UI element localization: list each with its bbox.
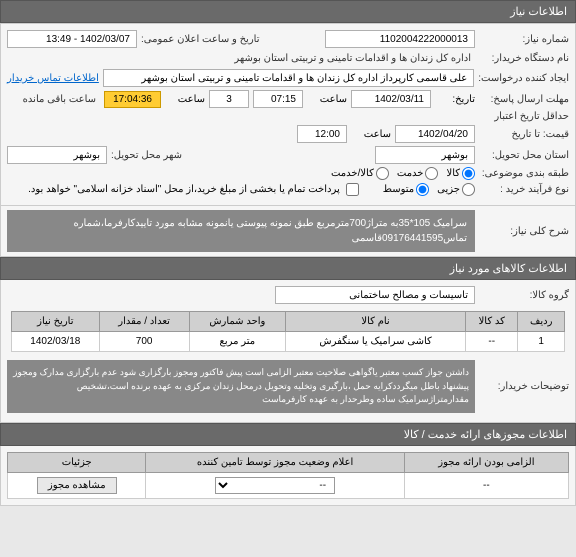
radio-small[interactable]: جزیی [437, 183, 475, 196]
deadline-date: 1402/03/11 [351, 90, 431, 108]
time-label-1: ساعت [307, 94, 347, 105]
permit-th-ops: جزئیات [8, 452, 146, 472]
permits-table: الزامی بودن ارائه مجوز اعلام وضعیت مجوز … [7, 452, 569, 499]
city-label: شهر محل تحویل: [111, 150, 182, 161]
province-value: بوشهر [375, 146, 475, 164]
permit-row: -- -- مشاهده مجوز [8, 472, 569, 498]
category-radio-group: کالا خدمت کالا/خدمت [331, 167, 475, 180]
permit-th-status: اعلام وضعیت مجوز توسط تامین کننده [146, 452, 404, 472]
radio-service[interactable]: خدمت [397, 167, 439, 180]
td-1: -- [466, 332, 518, 352]
table-header-row: ردیف کد کالا نام کالا واحد شمارش تعداد /… [12, 312, 565, 332]
permit-status-select[interactable]: -- [215, 477, 335, 494]
th-4: تعداد / مقدار [99, 312, 189, 332]
th-3: واحد شمارش [189, 312, 285, 332]
requester-value: علی قاسمی کارپرداز اداره کل زندان ها و ا… [103, 69, 474, 87]
deadline-time: 07:15 [253, 90, 303, 108]
radio-medium[interactable]: متوسط [383, 183, 429, 196]
permit-th-mandatory: الزامی بودن ارائه مجوز [404, 452, 568, 472]
payment-checkbox[interactable] [346, 183, 359, 196]
valid-label2: قیمت: تا تاریخ [479, 129, 569, 140]
purchase-type-label: نوع فرآیند خرید : [479, 184, 569, 195]
announce-label: تاریخ و ساعت اعلان عمومی: [141, 34, 260, 45]
time-label-3: ساعت [351, 129, 391, 140]
panel-header: اطلاعات نیاز [0, 0, 576, 23]
radio-medium-input[interactable] [416, 183, 429, 196]
pages-value: 3 [209, 90, 249, 108]
buyer-label: نام دستگاه خریدار: [479, 53, 569, 64]
remaining-time: 17:04:36 [104, 91, 161, 108]
permit-status-cell: -- [146, 472, 404, 498]
th-1: کد کالا [466, 312, 518, 332]
city-value: بوشهر [7, 146, 107, 164]
td-4: 700 [99, 332, 189, 352]
radio-goods[interactable]: کالا [446, 167, 475, 180]
buyer-value: اداره کل زندان ها و اقدامات تامینی و ترب… [230, 51, 475, 66]
view-permit-button[interactable]: مشاهده مجوز [37, 477, 117, 494]
radio-goods-input[interactable] [462, 167, 475, 180]
permit-mandatory-cell: -- [404, 472, 568, 498]
need-no-value: 1102004222000013 [325, 30, 475, 48]
desc-title-text: سرامیک 105*35به متراژ700مترمربع طبق نمون… [7, 210, 475, 252]
valid-label: حداقل تاریخ اعتبار [479, 111, 569, 122]
desc-title-label: شرح کلی نیاز: [479, 226, 569, 237]
td-5: 1402/03/18 [12, 332, 100, 352]
contact-link[interactable]: اطلاعات تماس خریدار [7, 73, 99, 84]
requester-label: ایجاد کننده درخواست: [478, 73, 569, 84]
valid-date: 1402/04/20 [395, 125, 475, 143]
radio-service-input[interactable] [425, 167, 438, 180]
radio-goods-service[interactable]: کالا/خدمت [331, 167, 389, 180]
goods-header: اطلاعات کالاهای مورد نیاز [0, 257, 576, 280]
province-label: استان محل تحویل: [479, 150, 569, 161]
td-3: متر مربع [189, 332, 285, 352]
radio-goods-service-input[interactable] [376, 167, 389, 180]
purchase-type-group: جزیی متوسط [383, 183, 475, 196]
group-value: تاسیسات و مصالح ساختمانی [275, 286, 475, 304]
payment-note: پرداخت تمام یا بخشی از مبلغ خرید،از محل … [28, 184, 340, 195]
buyer-notes-text: داشتن جواز کسب معتبر یاگواهی صلاحیت معتب… [7, 360, 475, 413]
td-2: کاشی سرامیک یا سنگفرش [286, 332, 466, 352]
th-2: نام کالا [286, 312, 466, 332]
need-no-label: شماره نیاز: [479, 34, 569, 45]
remaining-label: ساعت باقی مانده [19, 92, 100, 107]
announce-value: 1402/03/07 - 13:49 [7, 30, 137, 48]
group-label: گروه کالا: [479, 290, 569, 301]
th-5: تاریخ نیاز [12, 312, 100, 332]
goods-table: ردیف کد کالا نام کالا واحد شمارش تعداد /… [11, 311, 565, 352]
category-label: طبقه بندی موضوعی: [479, 168, 569, 179]
valid-time: 12:00 [297, 125, 347, 143]
td-0: 1 [518, 332, 565, 352]
radio-small-input[interactable] [462, 183, 475, 196]
th-0: ردیف [518, 312, 565, 332]
buyer-notes-label: توضیحات خریدار: [479, 381, 569, 392]
time-label-2: ساعت [165, 94, 205, 105]
deadline-label: مهلت ارسال پاسخ: [479, 94, 569, 105]
panel-title: اطلاعات نیاز [510, 6, 567, 18]
permits-header: اطلاعات مجوزهای ارائه خدمت / کالا [0, 423, 576, 446]
table-row: 1 -- کاشی سرامیک یا سنگفرش متر مربع 700 … [12, 332, 565, 352]
form-area: شماره نیاز: 1102004222000013 تاریخ و ساع… [0, 23, 576, 206]
permit-ops-cell: مشاهده مجوز [8, 472, 146, 498]
till-label: تاریخ: [435, 94, 475, 105]
